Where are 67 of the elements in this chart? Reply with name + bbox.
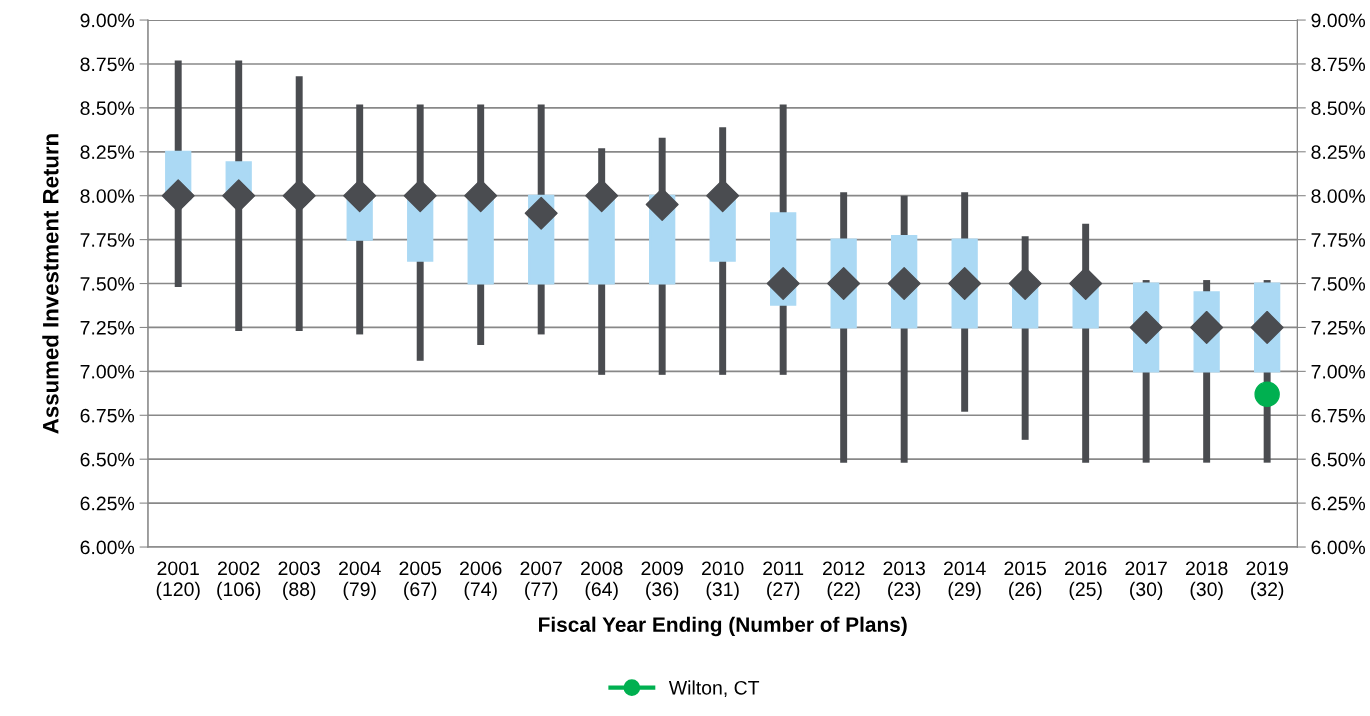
x-tick-label: 2011 (27): [763, 561, 804, 600]
y2-tick-label: 7.50%: [1311, 277, 1366, 291]
y2-tick-label: 7.00%: [1311, 364, 1366, 379]
x-tick-label: 2002 (106): [217, 561, 261, 600]
y2-tick-label: 8.00%: [1311, 189, 1366, 203]
point: [1250, 310, 1284, 344]
x-tick-label: 2016 (25): [1065, 561, 1107, 600]
y-tick-label: 8.75%: [80, 57, 135, 72]
point: [827, 267, 861, 301]
point: [706, 179, 740, 213]
y-tick-label: 7.75%: [80, 233, 135, 247]
y2-tick-label: 8.75%: [1311, 57, 1366, 72]
point: [464, 179, 498, 213]
point: [1190, 310, 1224, 344]
y-tick-label: 7.00%: [80, 364, 135, 379]
y2-tick-label: 9.00%: [1311, 13, 1366, 28]
y-tick-label: 8.00%: [80, 189, 135, 203]
y-tick-label: 7.25%: [80, 320, 135, 335]
point: [222, 179, 256, 213]
y-tick-label: 6.00%: [80, 540, 135, 555]
point: [161, 179, 195, 213]
x-tick-label: 2009 (36): [641, 561, 683, 600]
x-axis-title: Fiscal Year Ending (Number of Plans): [539, 616, 907, 637]
x-tick-label: 2014 (29): [944, 561, 986, 600]
y-tick-label: 9.00%: [80, 13, 135, 28]
point: [948, 267, 982, 301]
x-tick-label: 2019 (32): [1246, 561, 1288, 600]
point: [585, 179, 619, 213]
x-tick-label: 2010 (31): [702, 561, 744, 600]
x-tick-label: 2004 (79): [339, 561, 381, 600]
y2-tick-label: 7.25%: [1311, 320, 1366, 335]
y2-tick-label: 6.00%: [1311, 540, 1366, 555]
y2-tick-label: 7.75%: [1311, 233, 1366, 247]
point: [524, 196, 558, 230]
x-tick-label: 2008 (64): [581, 561, 623, 600]
y-tick-label: 6.75%: [80, 408, 135, 423]
y-tick-label: 8.25%: [80, 145, 135, 160]
y2-tick-label: 6.25%: [1311, 496, 1366, 511]
point: [282, 179, 316, 213]
y-axis-title: Assumed Investment Return: [42, 134, 59, 434]
point: [887, 267, 921, 301]
y-tick-label: 6.25%: [80, 496, 135, 511]
x-tick-label: 2013 (23): [883, 561, 925, 600]
x-tick-label: 2005 (67): [399, 561, 442, 600]
point: [645, 187, 679, 222]
x-tick-label: 2003 (88): [278, 561, 320, 600]
y2-tick-label: 6.50%: [1311, 452, 1366, 467]
x-tick-label: 2006 (74): [460, 561, 502, 600]
y-tick-label: 7.50%: [80, 277, 135, 291]
x-tick-label: 2007 (77): [520, 561, 562, 600]
y2-tick-label: 8.25%: [1311, 145, 1366, 160]
legend-label: Wilton, CT: [668, 680, 760, 697]
point: [1008, 267, 1042, 301]
x-tick-label: 2018 (30): [1186, 561, 1228, 600]
y-tick-label: 6.50%: [80, 452, 135, 467]
y2-tick-label: 6.75%: [1311, 408, 1366, 423]
y2-tick-label: 8.50%: [1311, 101, 1366, 116]
point: [766, 267, 800, 301]
x-tick-label: 2012 (22): [823, 561, 865, 600]
x-tick-label: 2015 (26): [1004, 561, 1046, 600]
point: [1129, 310, 1163, 344]
point: [1069, 267, 1103, 301]
x-tick-label: 2001 (120): [156, 561, 200, 600]
y-tick-label: 8.50%: [80, 101, 135, 116]
x-tick-label: 2017 (30): [1125, 561, 1167, 600]
point: [343, 179, 377, 213]
point: [403, 179, 437, 213]
